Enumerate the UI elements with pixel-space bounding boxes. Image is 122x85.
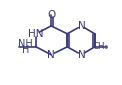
Text: N: N bbox=[47, 50, 55, 60]
Text: HN: HN bbox=[28, 29, 44, 39]
Text: O: O bbox=[47, 10, 55, 20]
Text: N: N bbox=[78, 21, 85, 31]
Text: CH₃: CH₃ bbox=[93, 42, 109, 51]
Text: N: N bbox=[78, 50, 85, 60]
Text: H: H bbox=[22, 45, 29, 55]
Text: NH: NH bbox=[18, 39, 33, 49]
